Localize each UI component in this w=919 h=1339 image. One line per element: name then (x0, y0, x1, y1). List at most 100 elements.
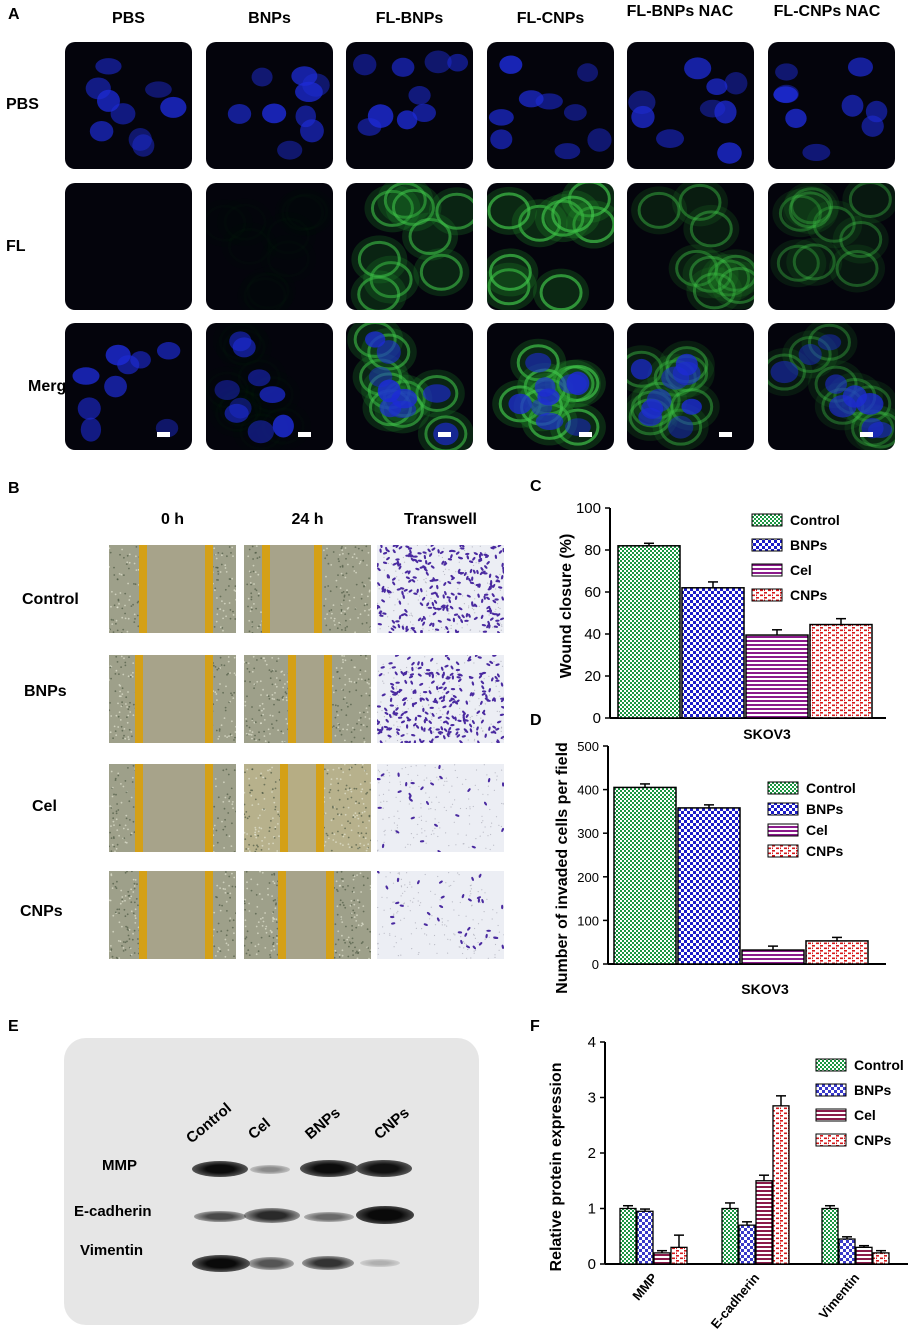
panel-label-e: E (8, 1018, 19, 1035)
chart-c-ylabel: Wound closure (%) (558, 534, 575, 679)
chart-c-ytick: 80 (584, 542, 601, 559)
chart-f-legend-swatch (815, 1133, 847, 1147)
blot-band-ecad-cnps (356, 1206, 414, 1224)
chart-f-ytick: 2 (588, 1145, 596, 1162)
chart-f-ytick: 1 (588, 1201, 596, 1218)
blot-band-vim-control (192, 1255, 250, 1272)
wound-image-1-0 (109, 655, 236, 743)
chart-d-error-bar (768, 945, 778, 951)
chart-f-error-bar (842, 1236, 852, 1240)
chart-f-legend-label: BNPs (854, 1082, 892, 1098)
chart-f-bar-bnps-2 (838, 1238, 856, 1265)
chart-d-bar-bnps (677, 807, 741, 965)
transwell-image-3 (377, 871, 504, 959)
blot-protein-label-mmp: MMP (102, 1157, 137, 1174)
chart-c-bar-control (617, 545, 681, 719)
chart-d-legend-label: BNPs (806, 801, 844, 817)
chart-c-legend-label: BNPs (790, 537, 828, 553)
chart-c-ytick: 0 (593, 710, 601, 727)
chart-f-bar-control-2 (821, 1207, 839, 1265)
micrograph-2-4 (627, 323, 754, 450)
b-col-label-0h: 0 h (160, 511, 185, 528)
micrograph-0-2 (346, 42, 473, 169)
chart-f-bar-bnps-0 (636, 1210, 654, 1265)
chart-d-legend-swatch (767, 781, 799, 795)
chart-f-error-bar (725, 1202, 735, 1209)
wound-image-3-1 (244, 871, 371, 959)
blot-band-vim-cnps (360, 1259, 400, 1267)
chart-d-legend-swatch (767, 844, 799, 858)
chart-f-xtick: E-cadherin (708, 1270, 763, 1331)
chart-c-ytick: 100 (576, 500, 601, 517)
chart-f-error-bar (623, 1204, 633, 1209)
wound-image-2-1 (244, 764, 371, 852)
scale-bar (157, 432, 170, 437)
a-col-label-fl-bnps-nac: FL-BNPs NAC (626, 3, 734, 20)
chart-d-legend-swatch (767, 823, 799, 837)
wound-image-2-0 (109, 764, 236, 852)
wound-image-0-1 (244, 545, 371, 633)
chart-c-legend-swatch (751, 538, 783, 552)
panel-label-c: C (530, 478, 542, 495)
micrograph-2-0 (65, 323, 192, 450)
chart-f-legend-label: Cel (854, 1107, 876, 1123)
chart-d-legend-label: Control (806, 780, 856, 796)
chart-d-xlabel: SKOV3 (741, 981, 789, 997)
chart-f-legend-label: Control (854, 1057, 904, 1073)
blot-band-ecad-control (194, 1211, 246, 1222)
chart-f-bar-cnps-2 (872, 1252, 890, 1265)
scale-bar (719, 432, 732, 437)
a-col-label-fl-cnps: FL-CNPs (516, 10, 585, 27)
chart-c-error-bar (644, 542, 654, 546)
chart-f-bar-cnps-1 (772, 1105, 790, 1265)
wound-image-3-0 (109, 871, 236, 959)
scale-bar (298, 432, 311, 437)
transwell-image-0 (377, 545, 504, 633)
chart-f-xtick: Vimentin (816, 1270, 863, 1322)
b-row-label-cnps: CNPs (20, 903, 63, 920)
transwell-image-1 (377, 655, 504, 743)
chart-f-xtick: MMP (629, 1270, 660, 1303)
chart-f-bar-control-0 (619, 1207, 637, 1265)
chart-d-ylabel: Number of invaded cells per field (554, 742, 571, 994)
chart-f-error-bar (742, 1221, 752, 1226)
chart-c-error-bar (708, 581, 718, 588)
chart-f-error-bar (776, 1095, 786, 1106)
chart-c-ytick: 40 (584, 626, 601, 643)
chart-f-protein-expression: Relative protein expression 0 1 2 3 4 MMP E-ca… (548, 1034, 908, 1331)
blot-band-mmp-bnps (300, 1160, 358, 1177)
a-row-label-fl: FL (6, 238, 26, 255)
chart-c-ytick: 20 (584, 668, 601, 685)
chart-d-invaded-cells: Number of invaded cells per field SKOV3 … (554, 739, 886, 997)
panel-label-a: A (8, 6, 20, 23)
micrograph-0-1 (206, 42, 333, 169)
scale-bar (860, 432, 873, 437)
micrograph-2-1 (206, 323, 333, 450)
blot-band-ecad-cel (244, 1208, 300, 1223)
chart-d-ytick: 100 (577, 913, 599, 928)
chart-c-legend-label: CNPs (790, 587, 828, 603)
chart-c-wound-closure: Wound closure (%) SKOV3 0 20 40 60 80 100 Cont… (558, 500, 886, 742)
micrograph-2-3 (487, 323, 614, 450)
b-row-label-control: Control (22, 591, 79, 608)
micrograph-0-0 (65, 42, 192, 169)
micrograph-2-2 (346, 323, 473, 450)
chart-f-error-bar (674, 1234, 684, 1248)
blot-band-vim-cel (248, 1257, 294, 1270)
chart-c-bar-cnps (809, 623, 873, 719)
chart-f-ytick: 0 (588, 1256, 596, 1273)
chart-d-ytick: 0 (592, 957, 599, 972)
chart-f-error-bar (876, 1249, 886, 1253)
scale-bar (579, 432, 592, 437)
micrograph-0-3 (487, 42, 614, 169)
chart-f-legend-label: CNPs (854, 1132, 892, 1148)
chart-d-ytick: 200 (577, 870, 599, 885)
chart-f-bar-control-1 (721, 1207, 739, 1265)
blot-band-mmp-control (192, 1161, 248, 1177)
chart-f-bar-cel-2 (855, 1246, 873, 1265)
chart-c-legend-label: Control (790, 512, 840, 528)
chart-c-legend-label: Cel (790, 562, 812, 578)
micrograph-1-0 (65, 183, 192, 310)
a-row-label-merge: Merge (28, 378, 76, 395)
chart-d-bar-cnps (805, 940, 869, 965)
